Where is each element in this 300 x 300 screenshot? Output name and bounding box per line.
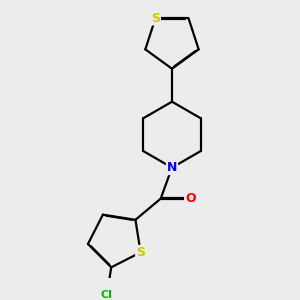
- Text: N: N: [167, 161, 177, 174]
- Text: S: S: [136, 246, 145, 259]
- Text: S: S: [151, 11, 160, 25]
- Text: O: O: [185, 192, 196, 205]
- Text: Cl: Cl: [101, 290, 113, 300]
